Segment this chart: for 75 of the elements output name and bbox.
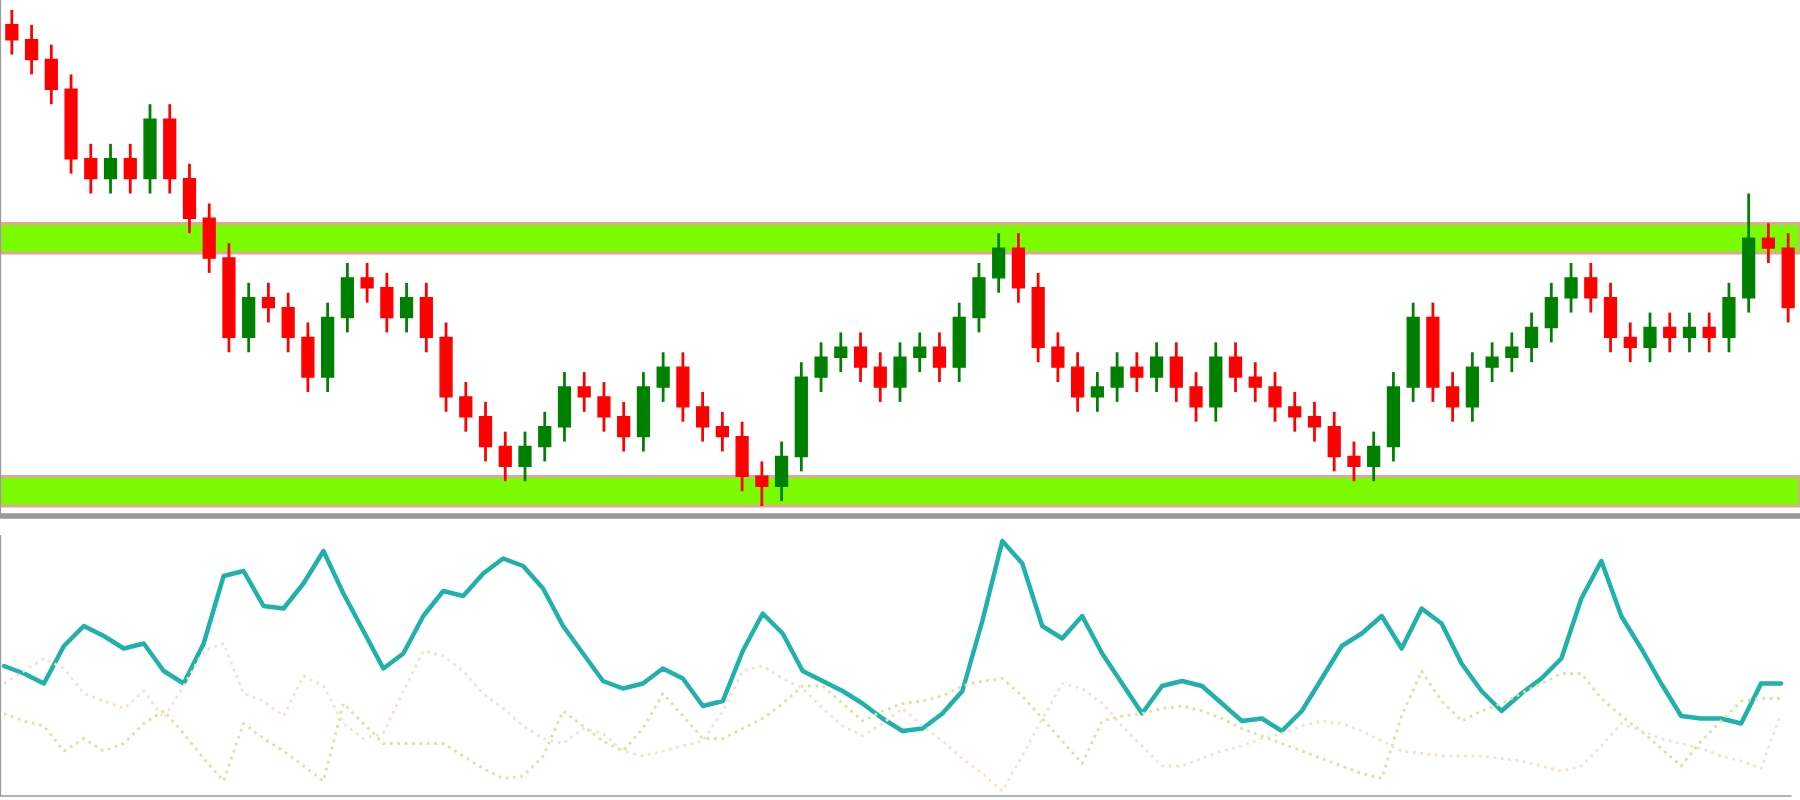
candlestick <box>1248 360 1262 404</box>
candlestick <box>1663 311 1677 354</box>
candlestick <box>380 271 394 334</box>
candlestick <box>1071 350 1085 414</box>
candlestick <box>340 261 354 334</box>
candlestick <box>1228 340 1243 394</box>
candlestick <box>1584 261 1598 314</box>
candlestick <box>1702 311 1716 354</box>
candlestick <box>893 340 907 404</box>
candlestick <box>617 400 631 453</box>
candlestick <box>419 281 433 354</box>
candlestick <box>5 8 19 56</box>
candlestick <box>1367 430 1381 483</box>
candlestick <box>1682 311 1697 354</box>
candlestick <box>261 281 276 324</box>
candlestick <box>1189 370 1203 424</box>
candlestick <box>735 420 749 493</box>
candlestick <box>913 331 927 374</box>
candlestick <box>182 162 197 235</box>
candlestick <box>992 231 1006 295</box>
candlestick <box>834 331 848 374</box>
candlestick <box>1564 261 1578 314</box>
candlestick <box>1643 311 1657 364</box>
candlestick <box>478 400 493 463</box>
candlestick <box>301 321 315 394</box>
candlestick <box>1110 350 1124 404</box>
candlestick <box>1485 340 1499 384</box>
candlestick <box>577 370 591 414</box>
candlestick <box>103 142 118 195</box>
candlestick <box>597 380 611 434</box>
candlestick <box>1544 281 1558 344</box>
candlestick <box>1446 370 1460 424</box>
candlestick <box>1603 281 1618 354</box>
candlestick <box>696 390 710 443</box>
candlestick <box>1722 281 1736 354</box>
candlestick <box>44 43 58 106</box>
candlestick <box>1011 231 1026 305</box>
candlestick <box>1465 350 1479 424</box>
candlestick <box>399 281 414 334</box>
candlestick <box>755 460 769 508</box>
candlestick <box>459 380 473 434</box>
candlestick <box>518 430 532 483</box>
candlestick <box>972 261 986 334</box>
candlestick <box>24 23 39 76</box>
candlestick <box>1761 221 1776 265</box>
candlestick <box>498 430 512 483</box>
candlestick <box>538 410 552 463</box>
candlestick <box>676 350 690 424</box>
candlestick <box>1505 331 1519 374</box>
candlestick <box>814 340 828 394</box>
candlestick <box>1090 370 1104 414</box>
candlestick <box>774 440 789 503</box>
candlestick <box>932 331 947 384</box>
candlestick <box>1130 350 1144 394</box>
candlestick <box>84 142 98 195</box>
candlestick <box>123 142 137 195</box>
candlestick <box>1268 370 1282 424</box>
candlestick <box>202 202 216 275</box>
candlestick <box>1149 340 1164 394</box>
candlestick <box>557 370 572 443</box>
candlestick <box>656 350 670 404</box>
candlestick <box>1169 340 1183 404</box>
candlestick <box>360 261 374 305</box>
candlestick <box>853 331 868 384</box>
candlestick <box>1288 390 1302 434</box>
candlestick <box>1327 410 1341 473</box>
candlestick <box>1524 311 1539 364</box>
candlestick <box>1347 440 1361 483</box>
candlestick <box>242 281 256 354</box>
candlestick <box>1051 331 1065 384</box>
candlestick <box>873 350 887 404</box>
candlestick <box>715 410 729 453</box>
candlestick <box>1623 321 1637 364</box>
candlestick <box>1307 400 1322 443</box>
candlestick <box>281 291 295 354</box>
